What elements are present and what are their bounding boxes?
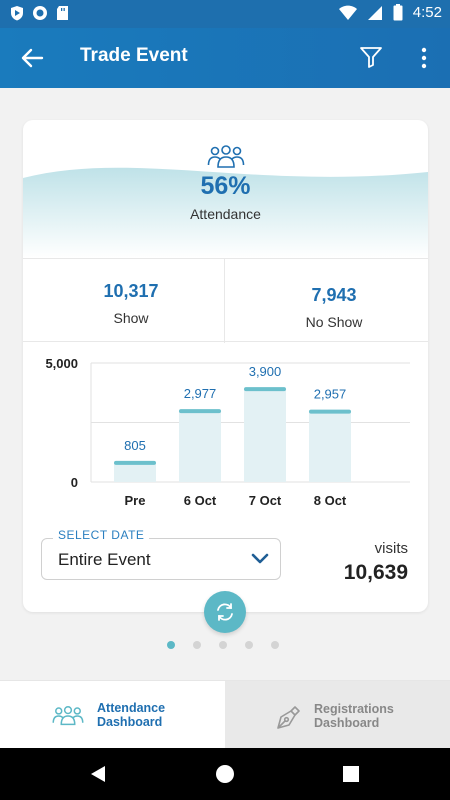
page-title: Trade Event (80, 45, 188, 66)
refresh-icon (217, 603, 233, 621)
show-stat: 10,317 Show (31, 281, 231, 326)
show-value: 10,317 (103, 281, 159, 301)
recents-square-icon[interactable] (342, 765, 360, 783)
page-dot[interactable] (245, 641, 253, 649)
page-indicator (167, 641, 279, 649)
bar (114, 462, 156, 482)
attendance-summary: 56% Attendance (23, 120, 428, 258)
select-date-dropdown[interactable]: Entire Event (41, 538, 281, 580)
tab-registrations-line2: Dashboard (314, 716, 380, 730)
attendance-card: 56% Attendance 10,317 Show 7,943 No Show… (23, 120, 428, 612)
signal-icon (367, 5, 382, 20)
wifi-icon (338, 5, 357, 20)
tab-attendance-line2: Dashboard (97, 715, 163, 729)
bar-cap (179, 409, 221, 414)
tab-registrations-dashboard[interactable]: Registrations Dashboard (225, 681, 450, 749)
visits-label: visits (374, 540, 408, 557)
back-triangle-icon[interactable] (88, 764, 108, 784)
more-options-icon[interactable] (416, 44, 432, 72)
record-icon (33, 6, 47, 20)
no-show-label: No Show (305, 314, 363, 330)
system-nav-bar (0, 748, 450, 800)
page-dot[interactable] (219, 641, 227, 649)
wave-background (23, 167, 428, 258)
people-icon (52, 705, 84, 726)
bar (244, 389, 286, 482)
x-tick-label: 7 Oct (249, 493, 282, 508)
select-date-value: Entire Event (58, 550, 151, 569)
tab-attendance-dashboard[interactable]: Attendance Dashboard (0, 681, 225, 749)
select-date-caption: SELECT DATE (53, 528, 150, 542)
attendance-label: Attendance (190, 206, 261, 222)
tab-attendance-line1: Attendance (97, 701, 166, 715)
pen-icon (277, 706, 300, 729)
page-dot[interactable] (271, 641, 279, 649)
visits-value: 10,639 (343, 561, 408, 584)
page-dot[interactable] (167, 641, 175, 649)
y-tick-label: 5,000 (45, 356, 78, 371)
tab-registrations-line1: Registrations (314, 702, 394, 716)
bar-cap (244, 387, 286, 392)
filter-icon[interactable] (358, 44, 384, 70)
home-circle-icon[interactable] (215, 764, 235, 784)
people-icon (207, 145, 245, 168)
refresh-button[interactable] (204, 591, 246, 633)
no-show-stat: 7,943 No Show (234, 285, 428, 330)
bottom-tab-bar: Attendance Dashboard Registrations Dashb… (0, 680, 450, 749)
page-dot[interactable] (193, 641, 201, 649)
back-arrow-icon[interactable] (18, 44, 46, 72)
bar-cap (114, 460, 156, 465)
attendance-percent: 56% (200, 172, 251, 200)
shield-app-icon (11, 6, 23, 21)
show-label: Show (113, 310, 149, 326)
bar-value-label: 2,957 (314, 387, 347, 402)
battery-icon (393, 4, 403, 21)
bar-value-label: 3,900 (249, 364, 282, 379)
stats-divider (224, 259, 225, 343)
x-tick-label: Pre (125, 493, 146, 508)
bar (179, 411, 221, 482)
bar-cap (309, 409, 351, 414)
tab-attendance-label: Attendance Dashboard (97, 701, 165, 729)
bar-value-label: 2,977 (184, 386, 217, 401)
tab-registrations-label: Registrations Dashboard (314, 702, 394, 730)
chevron-down-icon (251, 553, 269, 564)
show-stats: 10,317 Show 7,943 No Show (23, 258, 428, 343)
x-tick-label: 6 Oct (184, 493, 217, 508)
status-bar: 4:52 (0, 0, 450, 28)
bar-value-label: 805 (124, 438, 146, 453)
bar (309, 411, 351, 482)
status-time: 4:52 (412, 4, 442, 21)
no-show-value: 7,943 (311, 285, 357, 305)
sd-card-icon (57, 6, 68, 20)
visits-bar-chart: 5,000 0 805 Pre 2,977 6 Oct 3,900 7 Oct 2,957 8 O… (45, 356, 410, 508)
app-bar: Trade Event (0, 28, 450, 88)
x-tick-label: 8 Oct (314, 493, 347, 508)
y-tick-label: 0 (71, 475, 78, 490)
